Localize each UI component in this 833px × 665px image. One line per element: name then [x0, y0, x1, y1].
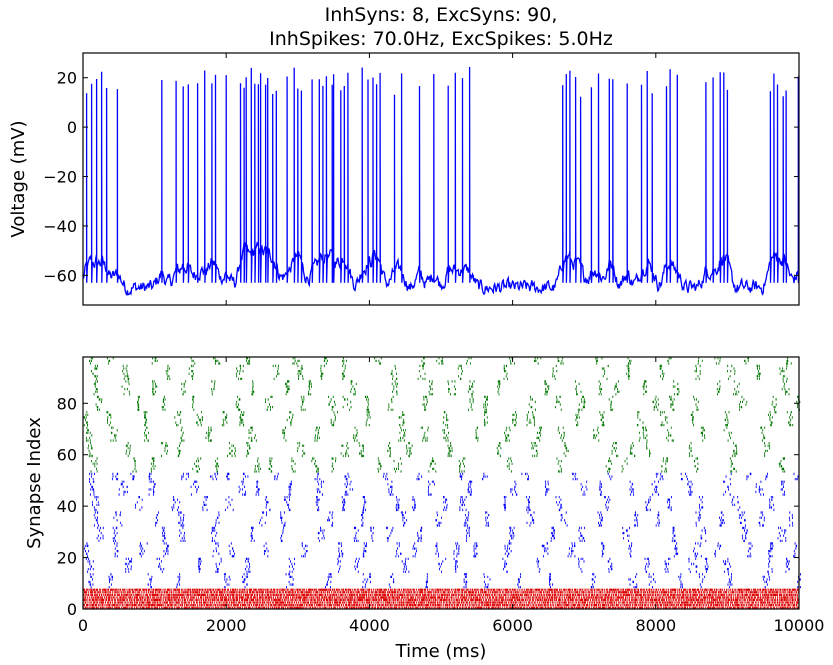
chart-title-line-1: InhSyns: 8, ExcSyns: 90, — [325, 4, 558, 26]
raster-y-tick-label: 40 — [57, 497, 77, 516]
chart-title-line-2: InhSpikes: 70.0Hz, ExcSpikes: 5.0Hz — [269, 28, 613, 50]
voltage-y-tick-label: −20 — [43, 168, 77, 187]
raster-axes-frame — [82, 356, 800, 610]
voltage-line — [82, 66, 800, 296]
voltage-y-tick-label: −40 — [43, 217, 77, 236]
raster-x-tick-label: 2000 — [206, 616, 247, 635]
voltage-y-axis-label: Voltage (mV) — [8, 120, 29, 237]
raster-y-tick-label: 80 — [57, 394, 77, 413]
raster-spikes — [82, 357, 801, 609]
raster-x-tick-label: 10000 — [774, 616, 825, 635]
raster-series — [83, 472, 801, 589]
raster-series — [82, 588, 800, 609]
raster-y-axis-label: Synapse Index — [24, 417, 45, 549]
raster-x-tick-label: 8000 — [635, 616, 676, 635]
raster-x-tick-label: 0 — [78, 616, 88, 635]
raster-y-tick-label: 20 — [57, 549, 77, 568]
raster-panel: 0 20 40 60 80 0 2000 4000 6000 8000 10000 Synapse… — [24, 356, 825, 662]
raster-x-axis-label: Time (ms) — [395, 641, 487, 662]
voltage-axes-frame — [82, 52, 800, 306]
voltage-y-tick-label: 0 — [67, 118, 77, 137]
voltage-y-tick-label: 20 — [57, 69, 77, 88]
voltage-y-ticks: −60 −40 −20 0 20 — [43, 69, 799, 285]
raster-y-tick-label: 0 — [67, 600, 77, 619]
raster-series — [83, 357, 801, 473]
raster-x-tick-label: 4000 — [349, 616, 390, 635]
voltage-trace — [82, 66, 800, 296]
raster-y-tick-label: 60 — [57, 446, 77, 465]
voltage-y-tick-label: −60 — [43, 266, 77, 285]
raster-y-ticks: 0 20 40 60 80 — [57, 394, 799, 619]
raster-x-tick-label: 6000 — [492, 616, 533, 635]
voltage-panel: −60 −40 −20 0 20 Voltage (mV) — [8, 52, 800, 306]
raster-x-ticks: 0 2000 4000 6000 8000 10000 — [78, 357, 825, 635]
